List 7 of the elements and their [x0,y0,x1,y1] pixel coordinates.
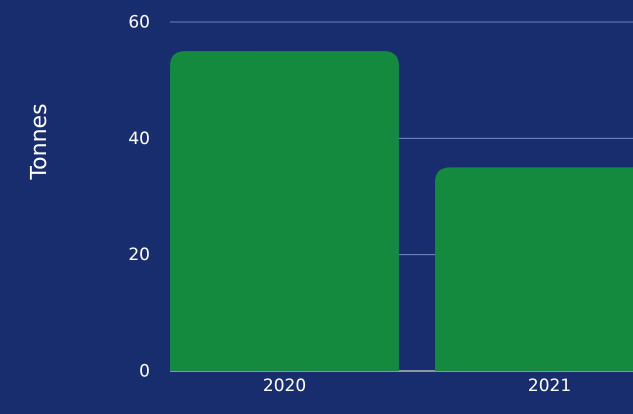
y-tick-label: 40 [128,128,150,149]
y-tick-label: 20 [128,245,150,266]
x-tick-label: 2020 [262,376,306,396]
y-axis-title: Tonnes [27,103,52,181]
x-tick-label: 2021 [528,376,572,396]
y-tick-label: 0 [139,361,150,382]
y-tick-label: 60 [128,12,150,32]
